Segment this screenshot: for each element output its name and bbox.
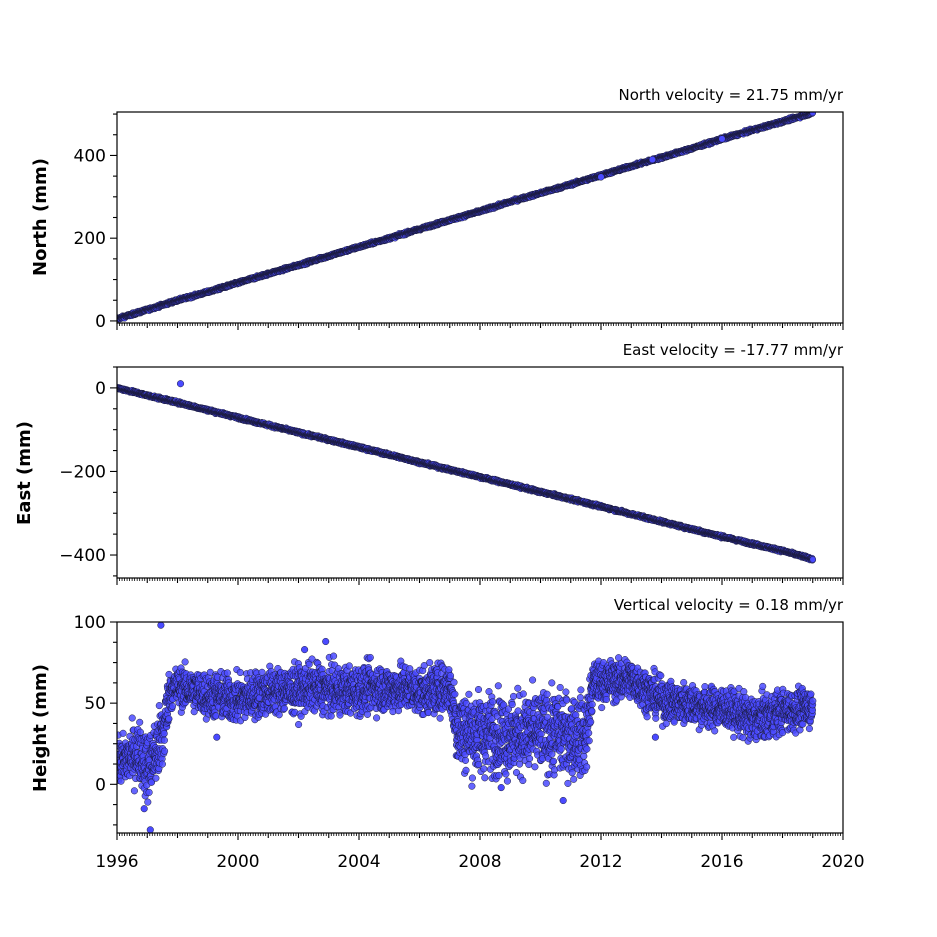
north-points xyxy=(117,112,817,323)
north-y-tick-label: 0 xyxy=(95,312,106,332)
north-velocity-title: North velocity = 21.75 mm/yr xyxy=(619,86,844,104)
north-outlier-point xyxy=(648,156,656,164)
north-outlier-point xyxy=(597,173,605,181)
north-y-tick-label: 200 xyxy=(74,229,106,249)
north-y-tick-label: 400 xyxy=(74,146,106,166)
north-y-axis-label: North (mm) xyxy=(30,158,51,276)
north-outlier-point xyxy=(718,135,726,143)
north-panel: 0 200 400 North velocity = 21.75 mm/yr Nor… xyxy=(30,86,844,332)
